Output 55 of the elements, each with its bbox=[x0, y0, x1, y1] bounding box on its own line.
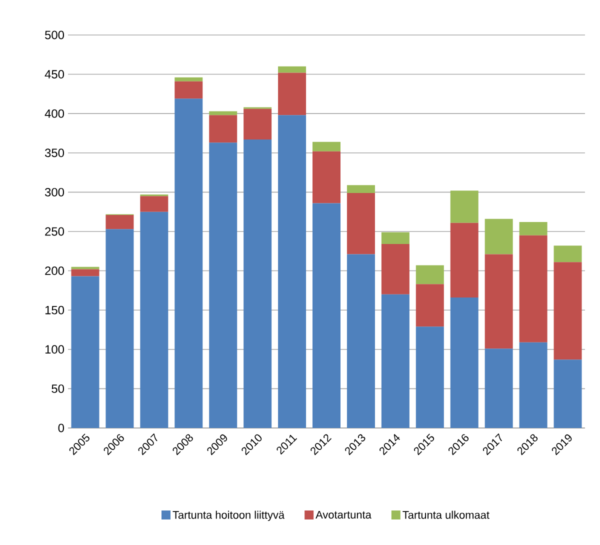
bar bbox=[416, 265, 444, 284]
bar bbox=[209, 111, 238, 116]
bar bbox=[209, 142, 238, 428]
bar bbox=[450, 190, 478, 223]
bar bbox=[209, 115, 238, 143]
legend-label: Tartunta hoitoon liittyvä bbox=[172, 510, 285, 521]
bar bbox=[278, 66, 306, 73]
bar bbox=[312, 151, 341, 204]
bar bbox=[71, 269, 100, 276]
bar bbox=[312, 203, 341, 428]
y-tick-label: 500 bbox=[45, 30, 64, 40]
y-tick-label: 50 bbox=[52, 384, 64, 393]
bar bbox=[346, 185, 375, 193]
bar bbox=[450, 298, 478, 428]
bar bbox=[554, 262, 582, 360]
bar bbox=[381, 294, 410, 428]
bar bbox=[554, 360, 582, 428]
bar bbox=[450, 222, 478, 298]
y-tick-label: 0 bbox=[58, 424, 64, 432]
bar bbox=[174, 77, 203, 82]
bar bbox=[106, 229, 134, 428]
bar bbox=[484, 254, 513, 349]
bar bbox=[278, 72, 306, 116]
y-tick-label: 450 bbox=[44, 70, 64, 79]
y-tick-label: 350 bbox=[44, 148, 64, 158]
bar bbox=[312, 142, 341, 152]
bar bbox=[71, 276, 100, 428]
bar bbox=[140, 196, 168, 212]
bar bbox=[244, 140, 272, 428]
bar bbox=[519, 235, 548, 342]
bar bbox=[416, 284, 444, 327]
bar bbox=[484, 218, 513, 254]
bar bbox=[346, 192, 375, 254]
y-tick-label: 300 bbox=[44, 188, 64, 196]
y-tick-label: 150 bbox=[45, 306, 64, 314]
bar bbox=[554, 246, 582, 262]
bar bbox=[519, 342, 548, 428]
bar bbox=[416, 326, 444, 428]
y-tick-label: 200 bbox=[45, 266, 64, 276]
legend-label: Avotartunta bbox=[316, 510, 372, 519]
y-tick-label: 400 bbox=[44, 109, 64, 118]
bar bbox=[484, 348, 513, 428]
bar bbox=[244, 108, 272, 140]
legend-label: Tartunta ulkomaat bbox=[402, 510, 490, 519]
bar bbox=[278, 115, 306, 428]
bar bbox=[381, 232, 410, 244]
bar bbox=[174, 98, 203, 428]
bar bbox=[519, 222, 548, 236]
bar bbox=[106, 214, 134, 230]
bar bbox=[346, 254, 375, 428]
y-tick-label: 100 bbox=[45, 345, 64, 354]
bar bbox=[174, 81, 203, 99]
bar bbox=[140, 212, 168, 428]
bar bbox=[381, 244, 410, 294]
y-tick-label: 250 bbox=[45, 227, 64, 236]
